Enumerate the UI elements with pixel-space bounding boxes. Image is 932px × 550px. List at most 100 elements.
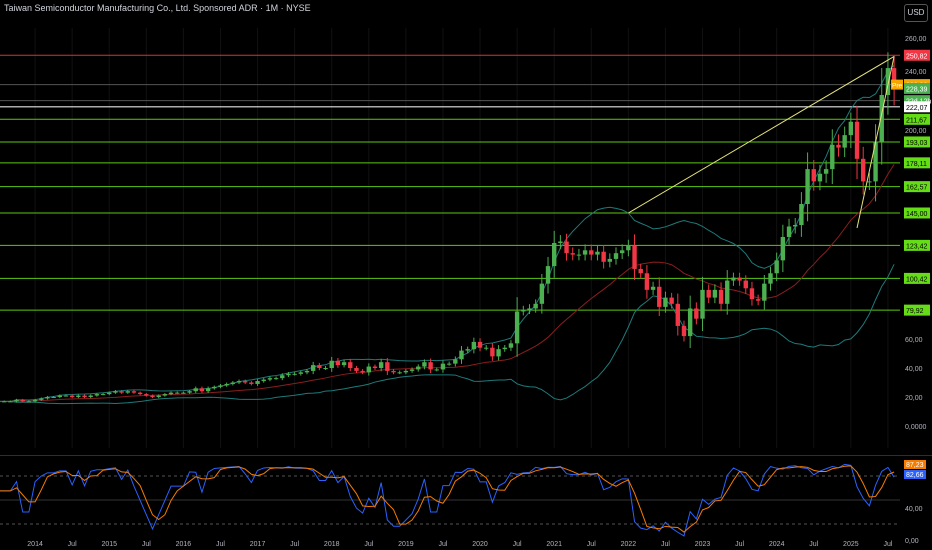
candle-body bbox=[434, 369, 439, 371]
candle-body bbox=[823, 169, 829, 174]
horizontal-levels bbox=[0, 54, 900, 311]
time-tick-label: Jul bbox=[142, 541, 151, 548]
candle-body bbox=[317, 365, 322, 368]
rsi-value-label: 87,23 bbox=[906, 462, 924, 469]
band-upper bbox=[0, 64, 895, 402]
candle-body bbox=[150, 395, 155, 397]
candle-body bbox=[663, 297, 668, 307]
candle-body bbox=[255, 381, 260, 384]
price-label-bg bbox=[904, 113, 930, 125]
rsi-lines bbox=[0, 463, 895, 537]
candle-body bbox=[446, 363, 452, 365]
candle-body bbox=[193, 388, 198, 392]
trendline bbox=[856, 56, 895, 229]
candle-body bbox=[131, 391, 137, 393]
candle-body bbox=[619, 250, 625, 254]
candle-body bbox=[533, 303, 538, 309]
candle-body bbox=[88, 395, 93, 397]
price-label-bg bbox=[904, 49, 930, 61]
price-label: 79,92 bbox=[906, 308, 924, 315]
price-chart[interactable]: 260,00240,00200,0080,0060,0040,0020,000,… bbox=[0, 0, 932, 455]
candle-body bbox=[298, 372, 304, 374]
candle-body bbox=[731, 277, 736, 281]
candle-body bbox=[391, 370, 396, 373]
candle-body bbox=[595, 251, 600, 255]
candle-body bbox=[780, 237, 786, 261]
candle-body bbox=[657, 286, 662, 307]
candle-body bbox=[687, 308, 693, 337]
price-axis: 260,00240,00200,0080,0060,0040,0020,000,… bbox=[891, 36, 931, 431]
candle-body bbox=[107, 392, 112, 395]
rsi-line-fast bbox=[0, 463, 895, 537]
chart-title: Taiwan Semiconductor Manufacturing Co., … bbox=[4, 3, 311, 13]
candle-body bbox=[768, 273, 773, 284]
rsi-tick-label: 40,00 bbox=[905, 506, 923, 513]
candle-body bbox=[527, 308, 532, 310]
price-label-bg bbox=[904, 82, 930, 94]
candle-body bbox=[496, 349, 501, 357]
time-tick-label: 2022 bbox=[621, 541, 637, 548]
candle-body bbox=[521, 310, 526, 312]
candle-body bbox=[144, 394, 149, 396]
candle-body bbox=[137, 392, 143, 395]
candle-body bbox=[774, 260, 779, 274]
currency-button[interactable]: USD bbox=[904, 4, 928, 22]
candle-body bbox=[459, 350, 464, 360]
candle-body bbox=[378, 362, 384, 368]
candle-body bbox=[842, 135, 847, 148]
candle-body bbox=[848, 121, 854, 136]
candle-body bbox=[1, 401, 7, 403]
time-tick-label: 2024 bbox=[769, 541, 785, 548]
band-lower bbox=[0, 264, 895, 405]
candle-body bbox=[397, 372, 402, 374]
pane-divider[interactable] bbox=[0, 455, 932, 456]
candle-body bbox=[354, 368, 359, 371]
price-label-bg bbox=[904, 136, 930, 148]
price-tick-label: 40,00 bbox=[905, 366, 923, 373]
candle-body bbox=[725, 280, 730, 304]
candle-body bbox=[514, 311, 520, 344]
trendlines bbox=[628, 56, 895, 229]
price-label-bg bbox=[904, 272, 930, 284]
candle-body bbox=[681, 325, 687, 337]
candle-body bbox=[638, 268, 643, 274]
price-label-bg bbox=[904, 207, 930, 219]
candle-body bbox=[545, 266, 551, 284]
candle-body bbox=[63, 395, 69, 397]
time-tick-label: Jul bbox=[513, 541, 522, 548]
candle-body bbox=[718, 289, 724, 304]
time-tick-label: Jul bbox=[438, 541, 447, 548]
candle-body bbox=[854, 121, 860, 159]
rsi-pane[interactable]: 40,00 0,00 87,23 82,66 2014 Jul 2015 Jul 2016 Ju… bbox=[0, 455, 932, 550]
rsi-value-label: 82,66 bbox=[906, 472, 924, 479]
time-tick-label: Jul bbox=[68, 541, 77, 548]
candle-body bbox=[51, 397, 56, 398]
candle-body bbox=[323, 368, 328, 369]
candle-body bbox=[162, 394, 168, 396]
time-tick-label: 2020 bbox=[472, 541, 488, 548]
candle-body bbox=[440, 363, 446, 370]
time-tick-label: Jul bbox=[587, 541, 596, 548]
candle-body bbox=[694, 308, 699, 319]
candle-body bbox=[168, 392, 174, 395]
trendline bbox=[628, 56, 895, 214]
candle-body bbox=[249, 382, 254, 384]
candle-body bbox=[428, 362, 433, 370]
candle-body bbox=[836, 144, 841, 148]
candle-body bbox=[372, 366, 378, 368]
candle-body bbox=[613, 253, 619, 259]
candle-body bbox=[465, 349, 470, 351]
price-label-bg bbox=[904, 304, 930, 316]
candle-body bbox=[409, 369, 415, 371]
candle-body bbox=[700, 289, 705, 319]
candles bbox=[0, 52, 897, 403]
candle-body bbox=[218, 385, 223, 387]
candle-body bbox=[243, 381, 248, 383]
candle-body bbox=[712, 289, 718, 298]
candle-body bbox=[280, 375, 285, 379]
band-middle bbox=[0, 164, 895, 402]
candle-body bbox=[453, 359, 458, 364]
candle-body bbox=[799, 204, 804, 225]
candle-body bbox=[552, 243, 557, 267]
candle-body bbox=[360, 370, 365, 373]
